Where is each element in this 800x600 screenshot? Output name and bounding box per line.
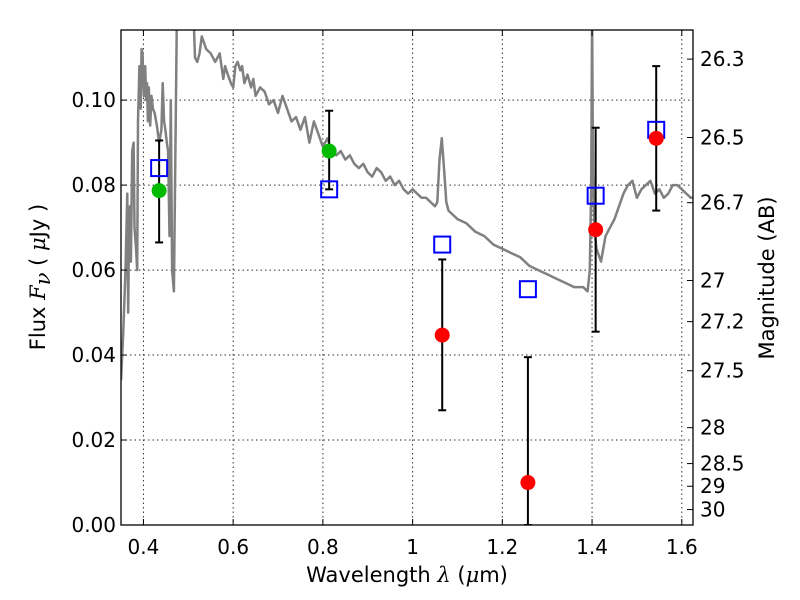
magnitude-tick-label: 28: [700, 416, 725, 440]
x-tick-label: 1.4: [576, 535, 608, 559]
plot-area: [121, 30, 693, 525]
error-bars: [155, 65, 661, 525]
magnitude-tick-label: 26.3: [700, 47, 745, 71]
x-tick-label: 1.6: [666, 535, 698, 559]
grid-lines: [121, 30, 693, 526]
magnitude-tick-label: 27.5: [700, 359, 745, 383]
y-tick-label: 0.06: [71, 258, 116, 282]
y-tick-label: 0.04: [71, 343, 116, 367]
x-tick-labels: 0.4 0.6 0.8 1 1.2 1.4 1.6: [128, 535, 698, 559]
synthetic-point: [320, 180, 339, 199]
y-tick-labels: 0.00 0.02 0.04 0.06 0.08 0.10: [71, 88, 116, 537]
synthetic-point: [586, 186, 605, 205]
synthetic-point: [518, 280, 537, 299]
y-axis-label: Flux Fν ( μJy ): [26, 204, 55, 350]
x-tick-label: 1.2: [486, 535, 518, 559]
magnitude-tick-label: 28.5: [700, 452, 745, 476]
y-tick-label: 0.00: [71, 513, 116, 537]
observed-point: [321, 143, 337, 159]
observed-point: [434, 327, 450, 343]
magnitude-tick-label: 27: [700, 268, 725, 292]
y2-axis-label: Magnitude (AB): [755, 196, 779, 359]
x-tick-label: 0.6: [217, 535, 249, 559]
synthetic-photometry-points: [150, 120, 666, 299]
synthetic-point: [150, 159, 169, 178]
y-tick-label: 0.02: [71, 428, 116, 452]
magnitude-tick-label: 26.5: [700, 125, 745, 149]
x-tick-label: 0.4: [128, 535, 160, 559]
magnitude-tick-label: 29: [700, 474, 725, 498]
observed-point: [588, 222, 604, 238]
plot-frame: [120, 29, 694, 526]
x-tick-label: 1: [406, 535, 419, 559]
synthetic-point: [433, 235, 452, 254]
model-spectrum-line: [121, 30, 693, 381]
axis-ticks: [121, 30, 693, 526]
observed-point: [520, 475, 536, 491]
x-tick-label: 0.8: [307, 535, 339, 559]
observed-point: [648, 130, 664, 146]
observed-photometry-points: [151, 130, 664, 491]
y-tick-label: 0.10: [71, 88, 116, 112]
x-axis-label: Wavelength λ (μm): [306, 563, 508, 587]
y-tick-label: 0.08: [71, 173, 116, 197]
observed-point: [151, 183, 167, 199]
magnitude-tick-label: 27.2: [700, 310, 745, 334]
magnitude-tick-label: 26.7: [700, 191, 745, 215]
magnitude-tick-label: 30: [700, 498, 725, 522]
